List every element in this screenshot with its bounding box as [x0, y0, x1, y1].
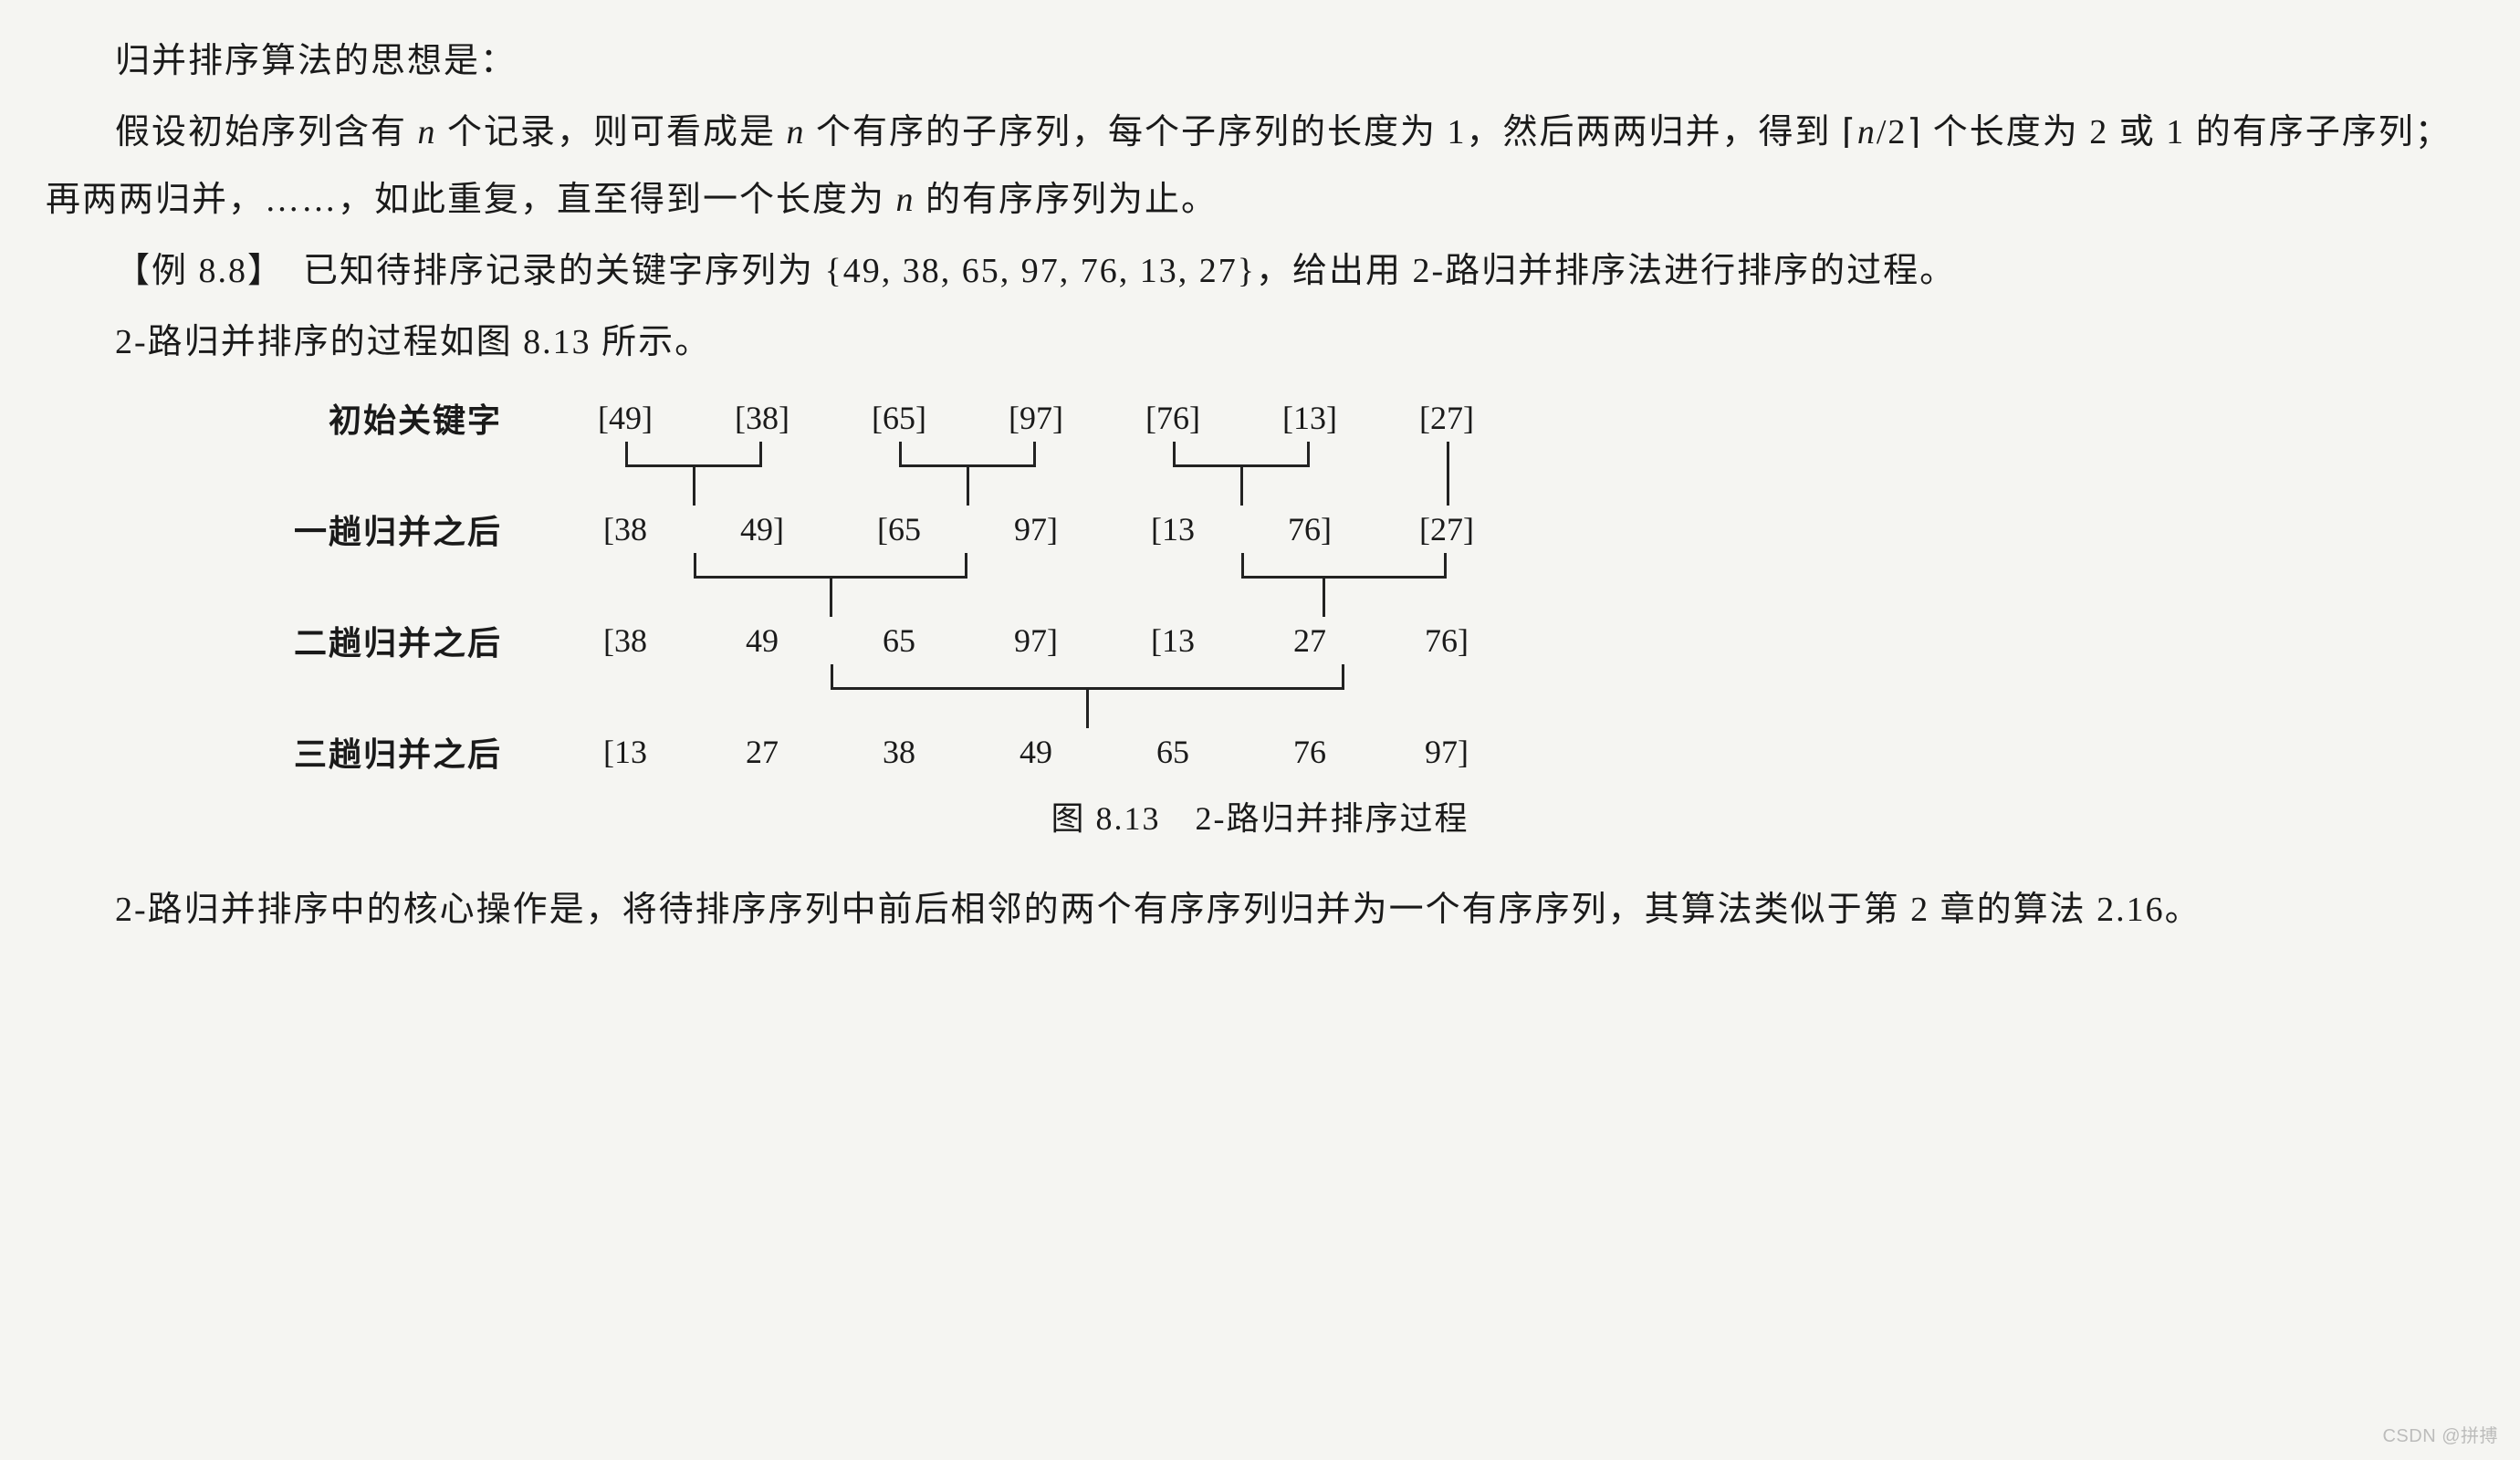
para-desc: 假设初始序列含有 n 个记录，则可看成是 n 个有序的子序列，每个子序列的长度为…: [46, 99, 2474, 234]
cell: 97]: [967, 621, 1104, 660]
cell: 49: [694, 621, 831, 660]
stem: [693, 467, 695, 506]
watermark: CSDN @拼搏: [2382, 1421, 2498, 1447]
cell: [38]: [694, 399, 831, 437]
row-label: 一趟归并之后: [46, 506, 557, 553]
t: 个记录，则可看成是: [437, 113, 787, 151]
cell: 27: [694, 733, 831, 771]
para-core: 2-路归并排序中的核心操作是，将待排序序列中前后相邻的两个有序序列归并为一个有序…: [46, 876, 2474, 944]
var-n: n: [418, 113, 437, 151]
t: 个有序的子序列，每个子序列的长度为 1，然后两两归并，得到 ⌈: [806, 113, 1857, 151]
cell: [27]: [1378, 510, 1515, 548]
stem: [1323, 579, 1325, 617]
cell: 65: [831, 621, 967, 660]
cell: 76: [1241, 733, 1378, 771]
cell: [38: [557, 510, 694, 548]
var-n: n: [1857, 113, 1877, 151]
row-cells: [38496597][132776]: [557, 621, 1515, 660]
diagram-row: 一趟归并之后[3849][6597][1376][27]: [46, 506, 2474, 553]
diagram-row: 二趟归并之后[38496597][132776]: [46, 617, 2474, 664]
cell: [65]: [831, 399, 967, 437]
cell: 76]: [1241, 510, 1378, 548]
bracket: [1173, 442, 1310, 467]
bracket: [1241, 553, 1447, 579]
bracket: [899, 442, 1036, 467]
connector-row: [557, 553, 2474, 617]
figure-caption: 图 8.13 2-路归并排序过程: [46, 792, 2474, 840]
cell: [13: [1104, 621, 1241, 660]
diagram-row: 初始关键字[49][38][65][97][76][13][27]: [46, 394, 2474, 442]
stem: [1086, 690, 1089, 728]
cell: [13: [1104, 510, 1241, 548]
t: 假设初始序列含有: [115, 113, 418, 151]
cell: [76]: [1104, 399, 1241, 437]
cell: [13: [557, 733, 694, 771]
cell: 65: [1104, 733, 1241, 771]
cell: [38: [557, 621, 694, 660]
bracket: [831, 664, 1344, 690]
connector-row: [557, 664, 2474, 728]
stem: [967, 467, 969, 506]
para-intro: 归并排序算法的思想是：: [46, 27, 2474, 95]
cell: [27]: [1378, 399, 1515, 437]
row-cells: [49][38][65][97][76][13][27]: [557, 399, 1515, 437]
cell: [65: [831, 510, 967, 548]
cell: 76]: [1378, 621, 1515, 660]
var-n: n: [787, 113, 806, 151]
cell: [49]: [557, 399, 694, 437]
para-example: 【例 8.8】 已知待排序记录的关键字序列为 {49, 38, 65, 97, …: [46, 237, 2474, 305]
cell: 97]: [1378, 733, 1515, 771]
row-label: 二趟归并之后: [46, 617, 557, 664]
var-n: n: [896, 181, 915, 219]
stem: [1447, 442, 1449, 506]
t: 的有序序列为止。: [915, 181, 1218, 219]
row-cells: [13273849657697]: [557, 733, 1515, 771]
cell: 38: [831, 733, 967, 771]
bracket: [694, 553, 967, 579]
stem: [830, 579, 832, 617]
row-label: 初始关键字: [46, 394, 557, 442]
connector-row: [557, 442, 2474, 506]
cell: [97]: [967, 399, 1104, 437]
cell: [13]: [1241, 399, 1378, 437]
para-ref: 2-路归并排序的过程如图 8.13 所示。: [46, 308, 2474, 376]
bracket: [625, 442, 762, 467]
cell: 97]: [967, 510, 1104, 548]
row-label: 三趟归并之后: [46, 728, 557, 776]
merge-sort-diagram: 初始关键字[49][38][65][97][76][13][27]一趟归并之后[…: [46, 394, 2474, 776]
stem: [1240, 467, 1243, 506]
row-cells: [3849][6597][1376][27]: [557, 510, 1515, 548]
cell: 27: [1241, 621, 1378, 660]
cell: 49]: [694, 510, 831, 548]
diagram-row: 三趟归并之后[13273849657697]: [46, 728, 2474, 776]
cell: 49: [967, 733, 1104, 771]
